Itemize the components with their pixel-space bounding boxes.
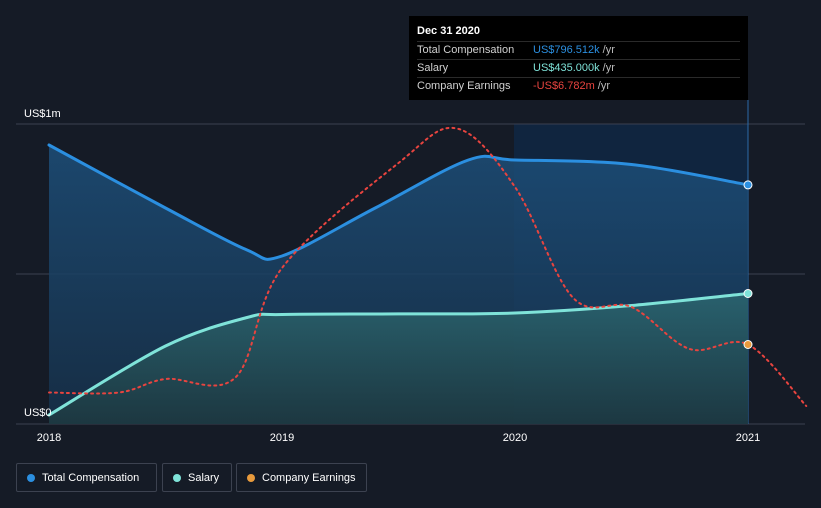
legend-label: Salary — [188, 471, 220, 484]
company-earnings-marker — [743, 340, 753, 349]
legend-dot-icon — [247, 473, 255, 482]
tooltip: Dec 31 2020 Total Compensation US$796.51… — [409, 16, 748, 100]
legend-label: Company Earnings — [262, 471, 356, 484]
tooltip-label: Company Earnings — [417, 80, 511, 92]
tooltip-label: Salary — [417, 62, 449, 74]
tooltip-row-earnings: Company Earnings -US$6.782m /yr — [417, 77, 740, 95]
company-earnings-line — [48, 126, 808, 407]
tooltip-value: US$796.512k — [533, 44, 600, 56]
total-compensation-marker — [743, 180, 753, 190]
tooltip-value: US$435.000k — [533, 62, 600, 74]
series-areas — [49, 145, 748, 424]
series-lines — [47, 126, 808, 417]
y-tick-label: US$1m — [24, 108, 61, 120]
x-tick-label: 2019 — [270, 432, 294, 444]
legend-item-total-compensation[interactable]: Total Compensation — [16, 463, 157, 492]
salary-marker — [743, 289, 753, 298]
tooltip-label: Total Compensation — [417, 44, 515, 56]
x-tick-label: 2021 — [736, 432, 760, 444]
salary-area — [49, 293, 748, 424]
total-compensation-line — [47, 143, 750, 261]
tooltip-unit: /yr — [602, 44, 615, 56]
series-markers — [743, 180, 753, 349]
legend-dot-icon — [27, 473, 35, 482]
legend-item-salary[interactable]: Salary — [162, 463, 232, 492]
tooltip-date: Dec 31 2020 — [417, 25, 480, 37]
x-tick-label: 2018 — [37, 432, 61, 444]
legend-label: Total Compensation — [42, 471, 140, 484]
tooltip-row-total: Total Compensation US$796.512k /yr — [417, 41, 740, 59]
tooltip-value: -US$6.782m — [533, 80, 595, 92]
x-tick-label: 2020 — [503, 432, 527, 444]
tooltip-row-salary: Salary US$435.000k /yr — [417, 59, 740, 77]
tooltip-unit: /yr — [597, 80, 610, 92]
legend-dot-icon — [173, 473, 181, 482]
y-axis-ticks: US$0 US$1m — [24, 108, 61, 419]
y-tick-label: US$0 — [24, 407, 52, 419]
legend-item-company-earnings[interactable]: Company Earnings — [236, 463, 367, 492]
tooltip-unit: /yr — [602, 62, 615, 74]
x-axis-ticks: 2018 2019 2020 2021 — [37, 432, 760, 444]
salary-line — [47, 292, 750, 417]
